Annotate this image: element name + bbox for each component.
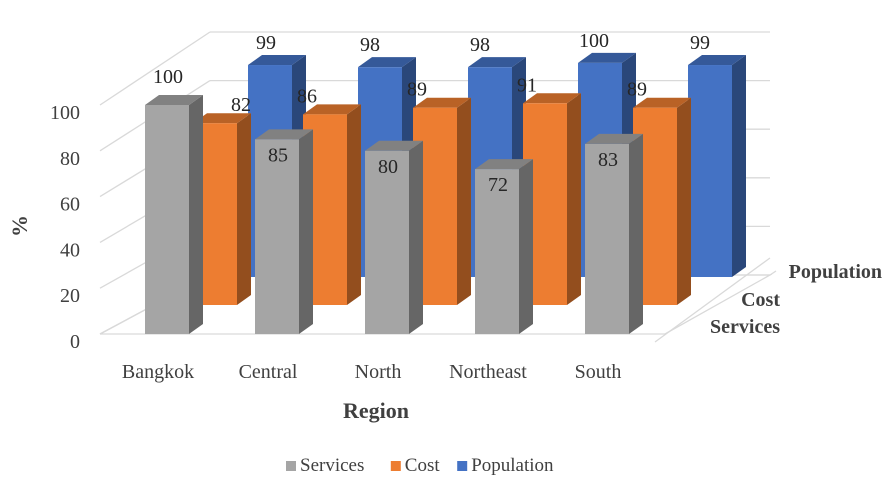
- bar-top: [578, 52, 636, 63]
- bar-top: [413, 97, 471, 108]
- bar-services: [475, 159, 533, 334]
- bar-front: [365, 150, 409, 334]
- bar-side: [299, 129, 313, 334]
- y-tick-label: 100: [50, 102, 80, 124]
- bar-side: [629, 133, 643, 334]
- data-label: 100: [153, 66, 183, 88]
- data-label: 86: [297, 85, 317, 107]
- bar-side: [347, 104, 361, 305]
- legend-item: Services: [286, 455, 364, 476]
- y-tick-label: 40: [60, 239, 80, 261]
- data-label: 91: [517, 74, 537, 96]
- gridline-side: [99, 31, 211, 106]
- back-wall-edge: [769, 270, 777, 276]
- bar-side: [732, 55, 746, 277]
- bar-top: [255, 129, 313, 140]
- data-label: 98: [360, 34, 380, 56]
- depth-axis: [654, 257, 771, 343]
- bar-side: [237, 113, 251, 305]
- bar-top: [193, 113, 251, 124]
- category-label: Central: [239, 361, 298, 383]
- bar-services: [585, 133, 643, 334]
- legend-label: Cost: [405, 455, 441, 476]
- series-services: [145, 95, 643, 334]
- bar-cost: [413, 97, 471, 306]
- data-label: 99: [690, 32, 710, 54]
- bar-services: [365, 140, 423, 334]
- depth-label: Services: [710, 316, 780, 338]
- legend-swatch: [286, 461, 296, 471]
- bar-side: [189, 95, 203, 334]
- bar-top: [248, 55, 306, 66]
- y-tick-label: 0: [70, 331, 80, 353]
- bar-front: [145, 105, 189, 334]
- bar-front: [255, 139, 299, 334]
- category-label: Northeast: [449, 361, 527, 383]
- data-label: 85: [268, 144, 288, 166]
- data-labels: 99 98 98 100 99 82 86 89 91 89 100 85 80 72 83: [153, 30, 710, 196]
- y-tick-label: 80: [60, 148, 80, 170]
- bar-side: [519, 159, 533, 334]
- category-label: North: [355, 361, 402, 383]
- category-label: South: [575, 361, 622, 383]
- bar-front: [688, 65, 732, 277]
- depth-label: Cost: [741, 289, 780, 311]
- legend-swatch: [390, 461, 401, 471]
- data-label: 83: [598, 149, 618, 171]
- legend-swatch: [457, 461, 468, 471]
- bar-side: [409, 140, 423, 334]
- bar-top: [475, 159, 533, 170]
- bar-top: [468, 57, 526, 68]
- bar-population: [688, 55, 746, 277]
- bar-top: [523, 93, 581, 104]
- x-axis-title: Region: [343, 398, 409, 423]
- legend-label: Population: [471, 455, 554, 476]
- bar-top: [303, 104, 361, 115]
- bars: [145, 52, 746, 334]
- y-tick-label: 60: [60, 194, 80, 216]
- bar-top: [585, 133, 643, 144]
- bar-services: [145, 95, 203, 334]
- data-label: 100: [579, 30, 609, 52]
- bar-top: [358, 57, 416, 68]
- bar-top: [145, 95, 203, 105]
- depth-axis-series-labels: Services Cost Population: [654, 257, 882, 343]
- bar-top: [688, 55, 746, 66]
- y-tick-label: 20: [60, 285, 80, 307]
- y-axis-title: %: [7, 215, 32, 237]
- category-label: Bangkok: [122, 361, 194, 383]
- bar-side: [567, 93, 581, 306]
- bar-side: [457, 97, 471, 306]
- legend-item: Population: [457, 455, 554, 476]
- bar-front: [585, 143, 629, 334]
- depth-label: Population: [789, 261, 882, 283]
- legend: Services Cost Population: [286, 455, 554, 476]
- data-label: 98: [470, 34, 490, 56]
- x-axis-categories: Bangkok Central North Northeast South: [122, 361, 621, 383]
- data-label: 72: [488, 174, 508, 196]
- data-label: 82: [231, 94, 251, 116]
- y-axis-ticks: 0 20 40 60 80 100: [50, 102, 80, 353]
- data-label: 99: [256, 32, 276, 54]
- bar-services: [255, 129, 313, 334]
- data-label: 89: [407, 79, 427, 101]
- data-label: 89: [627, 79, 647, 101]
- bar-front: [475, 169, 519, 334]
- data-label: 80: [378, 156, 398, 178]
- bar-top: [633, 97, 691, 108]
- legend-label: Services: [300, 455, 364, 476]
- legend-item: Cost: [390, 455, 441, 476]
- bar-side: [677, 97, 691, 306]
- bar-top: [365, 140, 423, 151]
